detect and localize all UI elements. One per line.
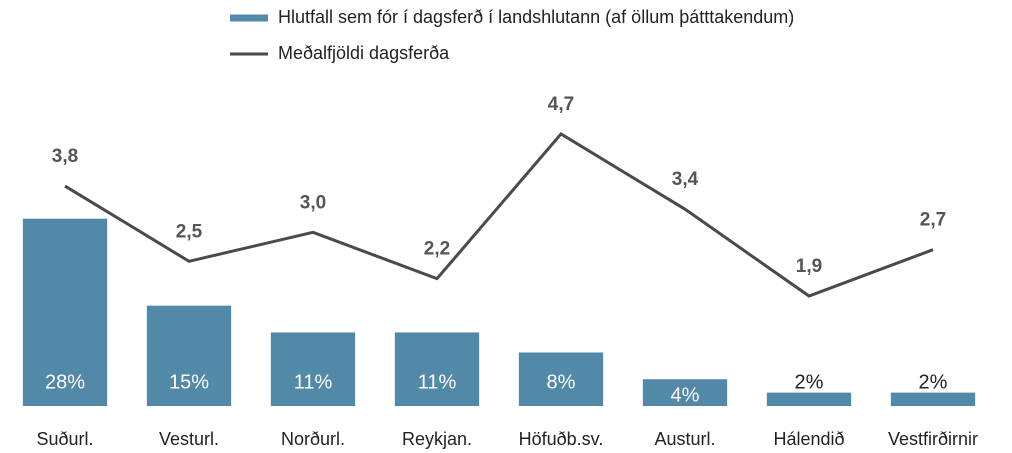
bar	[146, 305, 232, 406]
x-tick-label: Vesturl.	[159, 429, 219, 449]
bar	[890, 392, 976, 406]
x-tick-label: Hálendið	[773, 429, 844, 449]
x-tick-label: Suðurl.	[36, 429, 93, 449]
bar	[270, 332, 356, 406]
x-tick-label: Reykjan.	[402, 429, 472, 449]
bar-value-label: 2%	[795, 371, 824, 393]
x-tick-label: Vestfirðirnir	[888, 429, 978, 449]
bar-value-label: 8%	[547, 371, 576, 393]
line-value-label: 2,5	[176, 221, 203, 242]
bar	[394, 332, 480, 406]
x-tick-label: Höfuðb.sv.	[519, 429, 604, 449]
bar-value-label: 2%	[919, 371, 948, 393]
line-value-label: 3,4	[672, 169, 699, 190]
line-value-label: 1,9	[796, 256, 822, 277]
bar	[766, 392, 852, 406]
bar-value-label: 28%	[45, 371, 85, 393]
line-value-label: 2,2	[424, 239, 450, 260]
bar-value-label: 4%	[671, 384, 700, 406]
bar-value-label: 11%	[418, 371, 457, 393]
bar	[642, 379, 728, 406]
line-value-label: 4,7	[548, 94, 574, 115]
bar	[22, 218, 108, 406]
x-tick-label: Austurl.	[654, 429, 715, 449]
x-tick-label: Norðurl.	[281, 429, 345, 449]
bar	[518, 352, 604, 406]
legend-label: Meðalfjöldi dagsferða	[278, 43, 450, 63]
line-value-label: 3,0	[300, 192, 326, 213]
line-value-label: 2,7	[920, 210, 946, 231]
legend-label: Hlutfall sem fór í dagsferð í landshluta…	[278, 7, 794, 27]
bar-value-label: 15%	[169, 371, 209, 393]
bar-value-label: 11%	[294, 371, 333, 393]
line-value-label: 3,8	[52, 146, 78, 167]
line	[64, 131, 934, 298]
